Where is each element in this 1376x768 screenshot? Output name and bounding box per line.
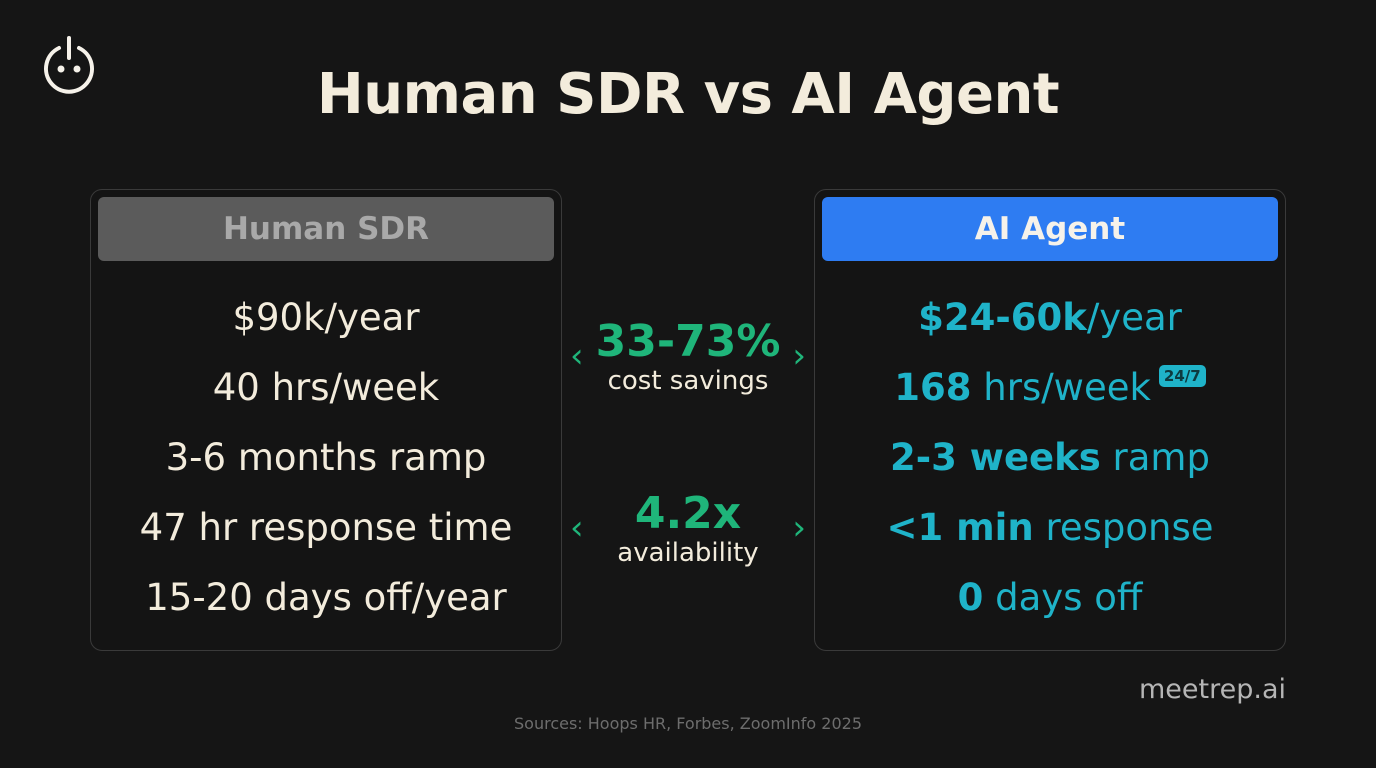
ai-row-highlight: 0 — [957, 575, 984, 619]
chevron-left-icon: ‹ — [570, 508, 584, 548]
human-sdr-card: Human SDR $90k/year 40 hrs/week 3-6 mont… — [90, 189, 562, 651]
sources-note: Sources: Hoops HR, Forbes, ZoomInfo 2025 — [514, 714, 862, 733]
ai-row-highlight: $24-60k — [918, 295, 1087, 339]
ai-row-highlight: 2-3 weeks — [890, 435, 1101, 479]
stat-label: cost savings — [607, 366, 769, 396]
human-row: $90k/year — [232, 295, 420, 339]
cost-savings-stat: ‹ › 33-73% cost savings — [566, 316, 810, 397]
ai-agent-card: AI Agent $24-60k/year 168 hrs/week 24/7 2… — [814, 189, 1286, 651]
ai-row: 2-3 weeks ramp — [815, 422, 1285, 492]
always-on-badge: 24/7 — [1158, 365, 1206, 387]
power-face-icon — [44, 36, 94, 94]
human-row: 15-20 days off/year — [145, 575, 507, 619]
human-row: 47 hr response time — [139, 505, 513, 549]
ai-row-text: ramp — [1100, 435, 1210, 479]
page-title: Human SDR vs AI Agent — [316, 62, 1060, 127]
stat-label: availability — [617, 538, 759, 568]
ai-agent-header: AI Agent — [822, 197, 1278, 261]
ai-row-highlight: 168 — [894, 365, 972, 409]
chevron-right-icon: › — [792, 336, 806, 376]
ai-row-text: hrs/week — [971, 365, 1151, 409]
brand-name: meetrep.ai — [1139, 674, 1286, 705]
stat-value: 4.2x — [634, 488, 742, 539]
stat-value: 33-73% — [595, 316, 781, 367]
ai-row-text: /year — [1086, 295, 1182, 339]
human-row: 40 hrs/week — [212, 365, 440, 409]
chevron-left-icon: ‹ — [570, 336, 584, 376]
human-sdr-header: Human SDR — [98, 197, 554, 261]
availability-stat: ‹ › 4.2x availability — [566, 488, 810, 569]
ai-row-text: response — [1033, 505, 1214, 549]
human-row: 3-6 months ramp — [165, 435, 487, 479]
ai-row: 0 days off — [815, 562, 1285, 632]
ai-row-highlight: <1 min — [886, 505, 1034, 549]
ai-row-text: days off — [983, 575, 1143, 619]
ai-row: 168 hrs/week 24/7 — [815, 352, 1285, 422]
chevron-right-icon: › — [792, 508, 806, 548]
ai-row: <1 min response — [815, 492, 1285, 562]
ai-row: $24-60k/year — [815, 282, 1285, 352]
